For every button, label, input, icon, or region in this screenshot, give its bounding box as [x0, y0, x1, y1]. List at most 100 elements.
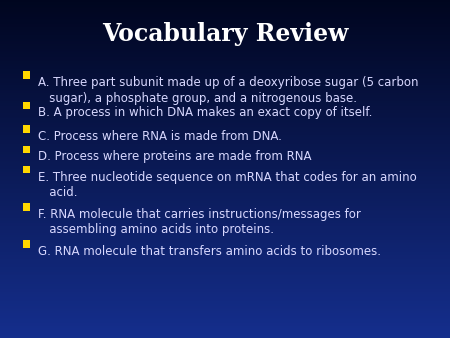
- Bar: [0, 115, 450, 117]
- Bar: [0, 100, 450, 101]
- Bar: [0, 37, 450, 39]
- Bar: [0, 167, 450, 169]
- Bar: [0, 69, 450, 71]
- Bar: [0, 255, 450, 257]
- Bar: [0, 314, 450, 316]
- Bar: [0, 61, 450, 63]
- Bar: [0, 257, 450, 259]
- Bar: [0, 316, 450, 318]
- Bar: [0, 132, 450, 134]
- Text: D. Process where proteins are made from RNA: D. Process where proteins are made from …: [38, 150, 312, 163]
- Bar: [0, 19, 450, 20]
- FancyBboxPatch shape: [22, 146, 30, 153]
- Bar: [0, 68, 450, 69]
- Bar: [0, 130, 450, 132]
- Bar: [0, 74, 450, 76]
- Bar: [0, 123, 450, 125]
- Bar: [0, 289, 450, 291]
- FancyBboxPatch shape: [22, 125, 30, 133]
- Bar: [0, 66, 450, 68]
- Bar: [0, 264, 450, 265]
- Bar: [0, 196, 450, 198]
- Bar: [0, 93, 450, 95]
- Bar: [0, 91, 450, 93]
- Bar: [0, 213, 450, 215]
- Bar: [0, 193, 450, 194]
- Bar: [0, 15, 450, 17]
- Bar: [0, 118, 450, 120]
- Bar: [0, 113, 450, 115]
- Bar: [0, 191, 450, 193]
- Bar: [0, 174, 450, 176]
- Bar: [0, 179, 450, 181]
- FancyBboxPatch shape: [22, 71, 30, 79]
- Bar: [0, 142, 450, 144]
- Bar: [0, 272, 450, 274]
- FancyBboxPatch shape: [22, 203, 30, 211]
- Bar: [0, 306, 450, 308]
- Bar: [0, 10, 450, 12]
- Bar: [0, 323, 450, 324]
- Bar: [0, 96, 450, 98]
- Bar: [0, 275, 450, 277]
- Bar: [0, 274, 450, 275]
- Bar: [0, 210, 450, 211]
- Bar: [0, 230, 450, 232]
- Bar: [0, 3, 450, 5]
- Bar: [0, 27, 450, 29]
- Bar: [0, 226, 450, 228]
- Bar: [0, 51, 450, 52]
- Bar: [0, 336, 450, 338]
- Bar: [0, 291, 450, 292]
- FancyBboxPatch shape: [22, 166, 30, 173]
- Bar: [0, 29, 450, 30]
- Bar: [0, 73, 450, 74]
- Bar: [0, 177, 450, 179]
- Bar: [0, 139, 450, 140]
- Bar: [0, 169, 450, 171]
- Bar: [0, 145, 450, 147]
- Bar: [0, 34, 450, 35]
- Bar: [0, 186, 450, 188]
- Bar: [0, 225, 450, 226]
- Bar: [0, 0, 450, 2]
- Bar: [0, 41, 450, 42]
- Bar: [0, 150, 450, 152]
- Bar: [0, 245, 450, 247]
- Bar: [0, 335, 450, 336]
- Bar: [0, 155, 450, 157]
- Bar: [0, 161, 450, 162]
- Bar: [0, 199, 450, 201]
- Bar: [0, 159, 450, 161]
- Bar: [0, 299, 450, 301]
- Bar: [0, 52, 450, 54]
- Bar: [0, 112, 450, 113]
- Bar: [0, 262, 450, 264]
- Bar: [0, 260, 450, 262]
- Bar: [0, 120, 450, 122]
- Bar: [0, 248, 450, 250]
- Bar: [0, 203, 450, 204]
- Bar: [0, 117, 450, 118]
- Bar: [0, 304, 450, 306]
- Bar: [0, 128, 450, 130]
- Bar: [0, 211, 450, 213]
- Bar: [0, 90, 450, 91]
- Bar: [0, 47, 450, 49]
- Bar: [0, 105, 450, 106]
- Bar: [0, 8, 450, 10]
- Bar: [0, 32, 450, 34]
- Bar: [0, 39, 450, 41]
- Bar: [0, 215, 450, 216]
- Bar: [0, 189, 450, 191]
- Bar: [0, 44, 450, 46]
- Bar: [0, 309, 450, 311]
- Bar: [0, 2, 450, 3]
- Bar: [0, 319, 450, 321]
- Bar: [0, 88, 450, 90]
- Bar: [0, 331, 450, 333]
- Bar: [0, 79, 450, 81]
- Bar: [0, 287, 450, 289]
- Bar: [0, 76, 450, 78]
- Bar: [0, 181, 450, 183]
